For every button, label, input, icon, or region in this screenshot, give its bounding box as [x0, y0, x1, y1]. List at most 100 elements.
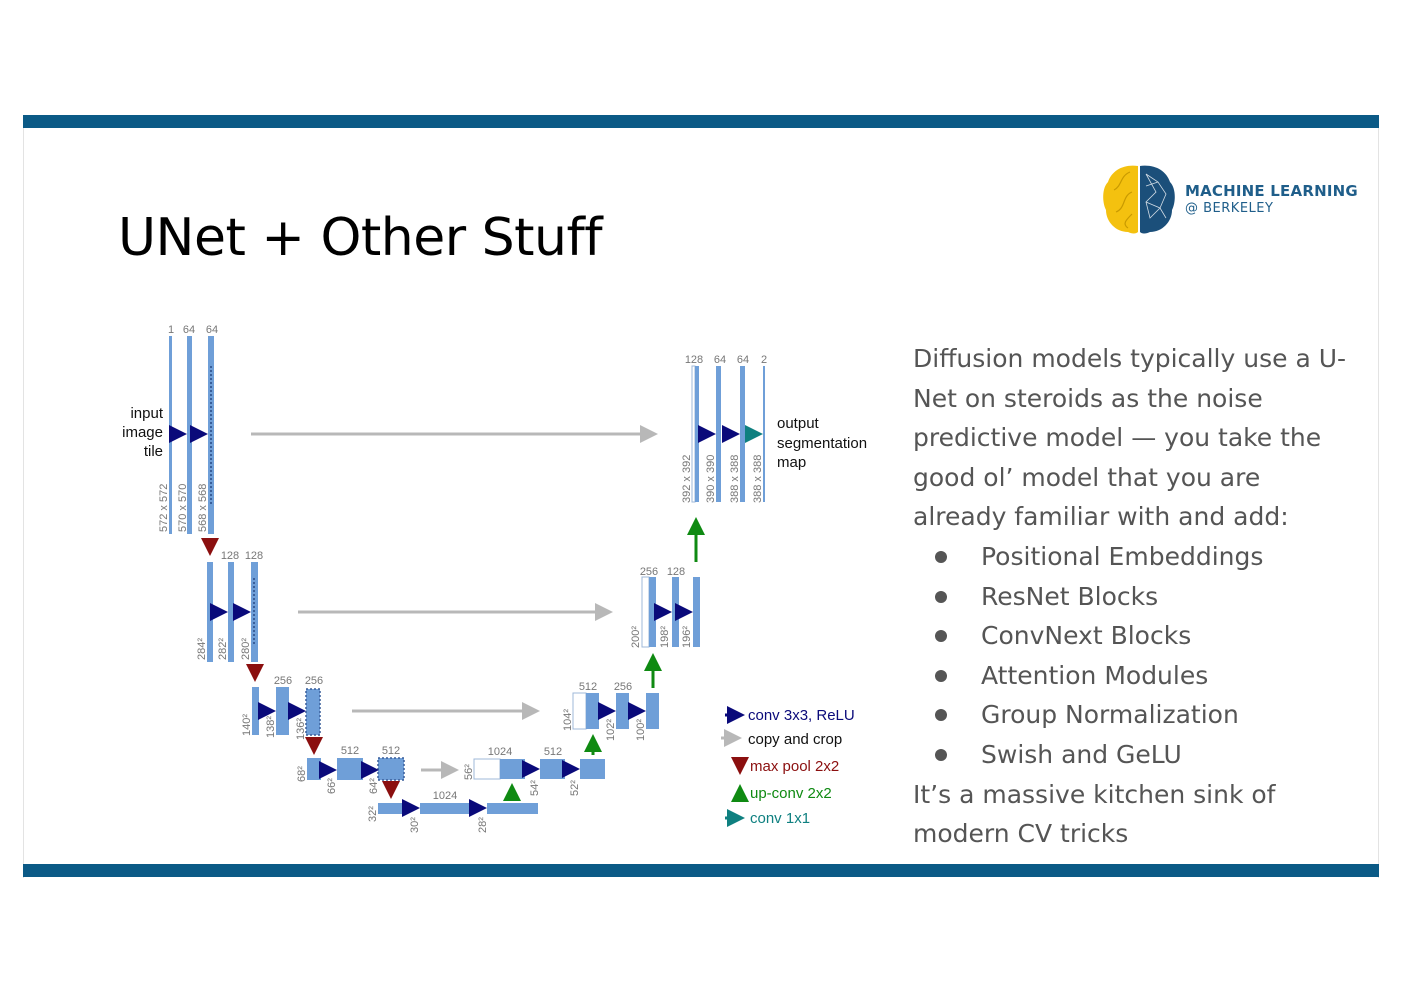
channel-label: 256: [274, 675, 292, 687]
channel-label: 128: [221, 550, 239, 562]
up2-group: 256 128 200² 198² 196²: [630, 517, 705, 648]
bullet-item: ConvNext Blocks: [913, 616, 1353, 656]
size-label: 388 x 388: [752, 455, 764, 503]
up3-group: 512 256 104² 102² 100²: [562, 653, 662, 741]
size-label: 572 x 572: [158, 484, 170, 532]
output-label-line: segmentation: [777, 435, 867, 452]
bullet-icon: [935, 669, 947, 682]
size-label: 54²: [529, 780, 541, 796]
bottom-accent-bar: [23, 864, 1379, 877]
channel-label: 1: [168, 324, 174, 336]
size-label: 32²: [367, 806, 379, 822]
level1-group: 1 64 64 572 x 572 570 x 570 568 x 568 in…: [122, 324, 658, 556]
size-label: 28²: [477, 817, 489, 833]
channel-label: 128: [685, 354, 703, 366]
feature-map: [420, 803, 471, 814]
bullet-icon: [935, 550, 947, 563]
feature-map: [695, 366, 699, 502]
feature-map: [693, 577, 700, 647]
feature-map: [487, 803, 538, 814]
channel-label: 128: [245, 550, 263, 562]
size-label: 52²: [569, 780, 581, 796]
size-label: 138²: [265, 716, 277, 738]
size-label: 388 x 388: [729, 455, 741, 503]
size-label: 200²: [630, 626, 642, 648]
channel-label: 512: [382, 745, 400, 757]
top-accent-bar: [23, 115, 1379, 128]
bullet-item: Group Normalization: [913, 695, 1353, 735]
legend: conv 3x3, ReLU copy and crop max pool 2x…: [721, 706, 855, 827]
channel-label: 256: [640, 566, 658, 578]
feature-map: [586, 693, 599, 729]
legend-upconv-label: up-conv 2x2: [750, 785, 832, 802]
feature-map: [377, 757, 405, 781]
bullet-item: Swish and GeLU: [913, 735, 1353, 775]
channel-label: 512: [579, 681, 597, 693]
feature-map: [378, 803, 402, 814]
feature-map: [540, 759, 565, 779]
feature-map: [649, 577, 656, 647]
feature-map: [187, 336, 192, 534]
feature-map: [572, 692, 587, 730]
channel-label: 1024: [433, 790, 457, 802]
ml-berkeley-logo: MACHINE LEARNING @ BERKELEY: [1100, 162, 1358, 238]
channel-label: 2: [761, 354, 767, 366]
size-label: 66²: [326, 778, 338, 794]
size-label: 568 x 568: [197, 484, 209, 532]
input-label-line: input: [130, 405, 163, 422]
feature-map: [307, 758, 321, 780]
feature-map: [641, 576, 650, 648]
output-label-line: map: [777, 454, 806, 471]
channel-label: 256: [305, 675, 323, 687]
channel-label: 64: [183, 324, 195, 336]
feature-map: [473, 758, 501, 780]
input-label-line: tile: [144, 443, 163, 460]
channel-label: 512: [341, 745, 359, 757]
level2-group: 128 128 284² 282² 280²: [196, 550, 613, 682]
feature-map: [305, 688, 321, 736]
channel-label: 512: [544, 746, 562, 758]
level4-group: 512 512 68² 66² 64²: [296, 745, 459, 799]
feature-map: [646, 693, 659, 729]
feature-map: [740, 366, 745, 502]
size-label: 570 x 570: [177, 484, 189, 532]
brain-icon: [1103, 165, 1175, 234]
slide-background: [23, 115, 1379, 878]
up4-group: 1024 512 56² 54² 52²: [463, 734, 605, 796]
feature-map: [252, 687, 259, 735]
size-label: 284²: [196, 638, 208, 660]
size-label: 198²: [659, 626, 671, 648]
bullet-item: Positional Embeddings: [913, 537, 1353, 577]
size-label: 136²: [295, 718, 307, 740]
feature-map: [228, 562, 234, 662]
size-label: 104²: [562, 709, 574, 731]
slide-title: UNet + Other Stuff: [118, 208, 603, 268]
legend-conv1x1-label: conv 1x1: [750, 810, 810, 827]
channel-label: 1024: [488, 746, 512, 758]
legend-conv-label: conv 3x3, ReLU: [748, 707, 855, 724]
bullet-icon: [935, 709, 947, 722]
outro-paragraph: It’s a massive kitchen sink of modern CV…: [913, 779, 1276, 849]
size-label: 282²: [217, 638, 229, 660]
size-label: 56²: [463, 764, 475, 780]
channel-label: 64: [714, 354, 726, 366]
size-label: 196²: [681, 626, 693, 648]
bullet-icon: [935, 748, 947, 761]
channel-label: 256: [614, 681, 632, 693]
feature-map: [616, 693, 629, 729]
legend-copy-label: copy and crop: [748, 731, 842, 748]
input-label-line: image: [122, 424, 163, 441]
size-label: 392 x 392: [681, 455, 693, 503]
bullet-item: ResNet Blocks: [913, 577, 1353, 617]
output-label-line: output: [777, 415, 820, 432]
size-label: 140²: [241, 714, 253, 736]
size-label: 280²: [240, 638, 252, 660]
bullet-icon: [935, 590, 947, 603]
logo-line1: MACHINE LEARNING: [1185, 182, 1358, 200]
legend-pool-label: max pool 2x2: [750, 758, 839, 775]
feature-map: [500, 759, 525, 779]
size-label: 100²: [635, 719, 647, 741]
up1-group: 128 64 64 2 392 x 392 390 x 390 388 x 38…: [681, 354, 867, 503]
feature-map: [276, 687, 289, 735]
bullet-list: Positional Embeddings ResNet Blocks Conv…: [913, 537, 1353, 775]
